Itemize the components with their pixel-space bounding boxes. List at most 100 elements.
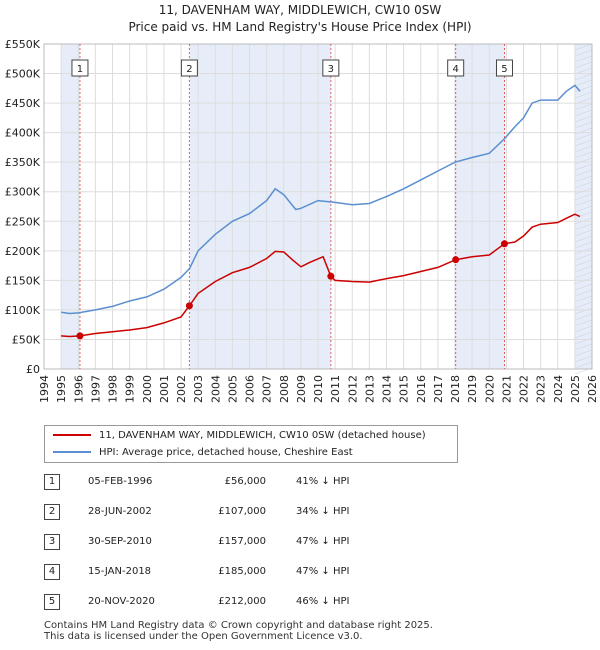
legend: 11, DAVENHAM WAY, MIDDLEWICH, CW10 0SW (… <box>44 425 458 463</box>
y-tick-label: £350K <box>5 156 41 169</box>
table-row: 4 15-JAN-2018 £185,000 47% ↓ HPI <box>44 562 444 582</box>
hatch-line <box>574 295 593 303</box>
hatch-line <box>574 193 593 201</box>
x-tick-label: 2010 <box>312 375 325 403</box>
hatch-line <box>574 229 593 237</box>
sale-price: £107,000 <box>218 506 266 517</box>
x-tick-label: 2013 <box>363 375 376 403</box>
hatch-line <box>574 121 593 129</box>
sale-date: 05-FEB-1996 <box>88 476 153 487</box>
footer-copyright: Contains HM Land Registry data © Crown c… <box>44 620 433 631</box>
footer-license: This data is licensed under the Open Gov… <box>44 631 363 642</box>
hatch-line <box>574 43 593 51</box>
y-tick-label: £200K <box>5 245 41 258</box>
hatch-line <box>574 211 593 219</box>
sale-marker-badge <box>180 59 198 77</box>
hatch-line <box>574 289 593 297</box>
sale-number-badge: 1 <box>44 474 60 490</box>
shaded-band <box>574 44 592 369</box>
y-tick-label: £300K <box>5 186 41 199</box>
hatch-line <box>574 325 593 333</box>
y-tick-label: £150K <box>5 274 41 287</box>
hatch-line <box>574 157 593 165</box>
y-tick-label: £0 <box>26 363 40 376</box>
y-tick-label: £400K <box>5 127 41 140</box>
hatch-line <box>574 205 593 213</box>
sale-marker-label: 1 <box>77 64 83 75</box>
plot-frame <box>43 43 593 370</box>
y-tick-label: £50K <box>12 333 41 346</box>
legend-swatch-price <box>53 434 91 436</box>
hatch-line <box>574 313 593 321</box>
hatch-line <box>574 265 593 273</box>
hatch-line <box>574 361 593 369</box>
x-tick-label: 1998 <box>107 375 120 403</box>
hatch-line <box>574 79 593 87</box>
x-tick-label: 2008 <box>278 375 291 403</box>
hatch-line <box>574 175 593 183</box>
x-tick-label: 1996 <box>72 375 85 403</box>
hatch-line <box>574 169 593 177</box>
y-tick-label: £100K <box>5 304 41 317</box>
x-tick-label: 2005 <box>226 375 239 403</box>
hatch-line <box>574 277 593 285</box>
hatch-line <box>574 187 593 195</box>
y-tick-label: £500K <box>5 68 41 81</box>
x-tick-label: 2020 <box>483 375 496 403</box>
hatch-line <box>574 49 593 57</box>
legend-entry-price: 11, DAVENHAM WAY, MIDDLEWICH, CW10 0SW (… <box>53 428 426 444</box>
hatch-line <box>574 301 593 309</box>
sale-number-badge: 2 <box>44 504 60 520</box>
sale-point <box>327 272 335 280</box>
sale-date: 20-NOV-2020 <box>88 596 155 607</box>
hatch-line <box>574 55 593 63</box>
hatch-line <box>574 133 593 141</box>
x-tick-label: 1999 <box>124 375 137 403</box>
sale-number-badge: 4 <box>44 564 60 580</box>
hatch-line <box>574 91 593 99</box>
x-tick-label: 2009 <box>295 375 308 403</box>
x-tick-label: 2007 <box>261 375 274 403</box>
hatch-line <box>574 109 593 117</box>
hatch-line <box>574 199 593 207</box>
sale-marker-label: 3 <box>328 64 334 75</box>
table-row: 5 20-NOV-2020 £212,000 46% ↓ HPI <box>44 592 444 612</box>
sale-date: 30-SEP-2010 <box>88 536 152 547</box>
hatch-line <box>574 307 593 315</box>
price-paid-line <box>61 213 581 338</box>
x-tick-label: 2015 <box>398 375 411 403</box>
sale-marker-badge <box>447 59 465 77</box>
hatch-line <box>574 61 593 69</box>
hatch-line <box>574 151 593 159</box>
x-tick-label: 2000 <box>141 375 154 403</box>
x-tick-label: 2023 <box>535 375 548 403</box>
sale-hpi-diff: 34% ↓ HPI <box>296 506 350 517</box>
x-tick-label: 2003 <box>192 375 205 403</box>
hatch-line <box>574 343 593 351</box>
sale-point <box>76 332 84 340</box>
hatch-line <box>574 319 593 327</box>
hatch-line <box>574 271 593 279</box>
hatch-line <box>574 253 593 261</box>
x-tick-label: 2006 <box>244 375 257 403</box>
x-tick-label: 2021 <box>500 375 513 403</box>
x-tick-label: 2022 <box>518 375 531 403</box>
sale-price: £185,000 <box>218 566 266 577</box>
hatch-line <box>574 241 593 249</box>
hatch-line <box>574 103 593 111</box>
x-tick-label: 2002 <box>175 375 188 403</box>
sale-marker-badge <box>71 59 89 77</box>
legend-label-hpi: HPI: Average price, detached house, Ches… <box>99 447 353 458</box>
sale-hpi-diff: 47% ↓ HPI <box>296 566 350 577</box>
x-tick-label: 1995 <box>55 375 68 403</box>
hatch-line <box>574 67 593 75</box>
x-tick-label: 2012 <box>346 375 359 403</box>
hatch-line <box>574 139 593 147</box>
table-row: 1 05-FEB-1996 £56,000 41% ↓ HPI <box>44 472 444 492</box>
sale-price: £157,000 <box>218 536 266 547</box>
hatch-line <box>574 115 593 123</box>
x-tick-label: 2014 <box>381 375 394 403</box>
hatch-line <box>574 145 593 153</box>
x-tick-label: 2024 <box>552 375 565 403</box>
sale-date: 15-JAN-2018 <box>88 566 152 577</box>
